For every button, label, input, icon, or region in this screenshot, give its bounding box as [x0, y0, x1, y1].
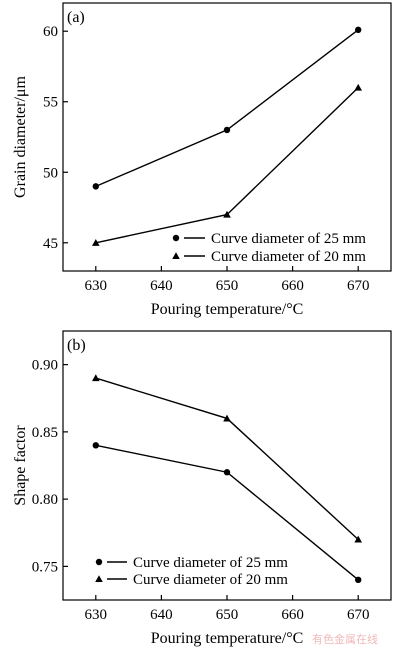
watermark-text: 有色金属在线 — [312, 632, 378, 646]
panel-b-series-triangle-point — [223, 414, 231, 422]
panel-a-x-tick-label: 640 — [150, 278, 173, 294]
panel-a-legend-label: Curve diameter of 20 mm — [211, 249, 366, 265]
panel-b-legend-circle-marker — [95, 558, 103, 566]
panel-a-series-triangle-point — [354, 83, 362, 91]
panel-a-x-tick-label: 670 — [347, 278, 370, 294]
panel-a-series-circle-point — [355, 26, 362, 33]
panel-a-y-tick-label: 45 — [43, 236, 58, 252]
panel-b-series-circle-point — [223, 469, 231, 476]
panel-a-x-tick-label: 660 — [281, 278, 304, 294]
panel-b-x-tick-label: 670 — [347, 607, 370, 623]
panel-a-legend-label: Curve diameter of 25 mm — [211, 231, 366, 247]
panel-a-series-triangle-line — [95, 87, 359, 244]
panel-a-legend-triangle-marker — [172, 252, 180, 260]
panel-a-y-tick-label: 55 — [43, 95, 58, 111]
panel-a-series-circle-line — [95, 29, 359, 188]
panel-b-series-circle-point — [92, 442, 100, 449]
panel-a-x-axis-label: Pouring temperature/°C — [151, 301, 304, 318]
panel-b-y-tick-label: 0.90 — [32, 358, 58, 374]
panel-a-x-tick-label: 630 — [85, 278, 108, 294]
panel-b-y-tick-label: 0.85 — [32, 425, 58, 441]
panel-b-x-axis-label: Pouring temperature/°C — [151, 630, 304, 647]
panel-b-legend-label: Curve diameter of 25 mm — [133, 555, 288, 571]
panel-b-y-tick-label: 0.80 — [32, 492, 58, 508]
panel-b-x-tick-label: 630 — [85, 607, 108, 623]
panel-b-y-tick-label: 0.75 — [32, 559, 58, 575]
panel-a-series-circle-point — [92, 183, 100, 190]
panel-a-chart: 630 640 650 660 670 45 50 55 60 Pouring temperatu… — [12, 2, 392, 318]
panel-a-x-tick-label: 650 — [216, 278, 239, 294]
panel-b-y-axis-label: Shape factor — [12, 425, 29, 506]
panel-a-y-tick-label: 50 — [43, 165, 58, 181]
panel-a-y-tick-label: 60 — [43, 24, 58, 40]
panel-b-series-triangle-line — [95, 377, 359, 540]
panel-b-legend-label: Curve diameter of 20 mm — [133, 572, 288, 588]
panel-a-series-triangle-point — [92, 238, 100, 246]
panel-a-series-circle-point — [223, 126, 231, 134]
panel-a-legend-circle-marker — [172, 234, 180, 242]
panel-b-legend-triangle-marker — [95, 575, 103, 583]
panel-a-y-axis-label: Grain diameter/μm — [12, 76, 29, 198]
panel-b-panel-label: (b) — [67, 337, 86, 354]
panel-b-chart: 630 640 650 660 670 0.75 0.80 0.85 0.90 Pouring t… — [12, 330, 392, 647]
panel-b-x-tick-label: 640 — [150, 607, 173, 623]
panel-b-series-triangle-point — [354, 535, 362, 543]
panel-b-series-circle-point — [355, 576, 362, 584]
panel-b-series-triangle-point — [92, 374, 100, 382]
panel-a-panel-label: (a) — [67, 9, 85, 26]
panel-a-series-triangle-point — [223, 210, 231, 218]
panel-b-x-tick-label: 660 — [281, 607, 304, 623]
panel-b-x-tick-label: 650 — [216, 607, 239, 623]
